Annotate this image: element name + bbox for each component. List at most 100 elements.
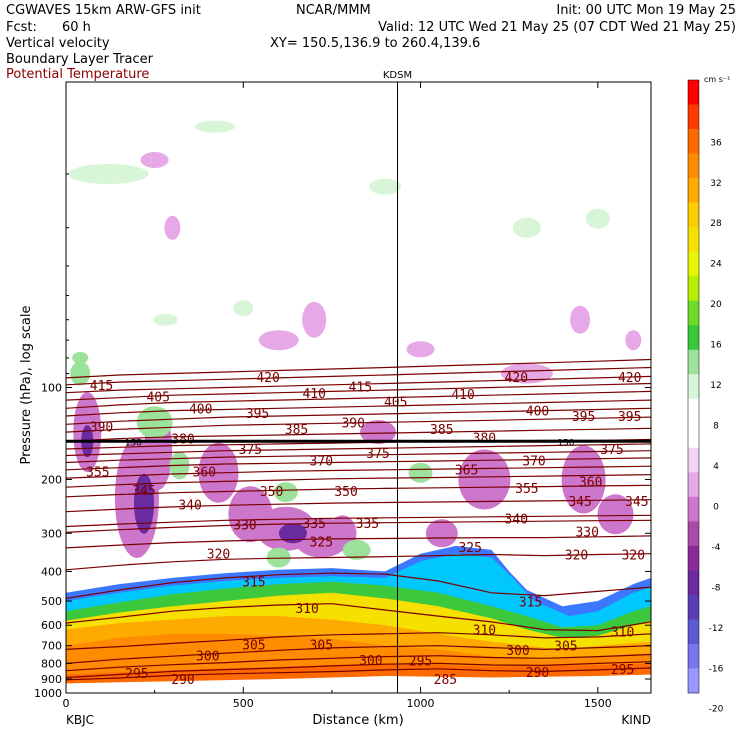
y-axis-label: Pressure (hPa), log scale xyxy=(19,306,34,465)
model-title: CGWAVES 15km ARW-GFS init xyxy=(6,3,201,18)
colorbar-swatch xyxy=(688,374,699,400)
end-station-label: KIND xyxy=(621,713,651,727)
y-tick-label: 500 xyxy=(41,595,62,608)
colorbar: 36 32 28 24 20 16 12 8 4 0 -4 -8 -12 -16 -20 xyxy=(687,79,724,715)
xy-label: XY= 150.5,136.9 to 260.4,139.6 xyxy=(270,36,480,51)
theta-label: 330 xyxy=(233,519,256,534)
y-tick-label: 200 xyxy=(41,473,62,486)
colorbar-swatch xyxy=(688,496,699,522)
theta-contour-395 xyxy=(66,399,651,417)
colorbar-swatch xyxy=(688,668,699,694)
fcst-value: 60 h xyxy=(62,20,91,35)
theta-contour-315 xyxy=(66,572,651,599)
tropopause-line: 150 150 xyxy=(66,438,651,448)
stratospheric-wave-pink xyxy=(302,301,327,338)
theta-label: 305 xyxy=(554,640,577,655)
theta-contour-330 xyxy=(66,519,651,533)
x-tick-label: 1500 xyxy=(584,697,612,710)
colorbar-swatch xyxy=(688,521,699,547)
updraft-green-blob xyxy=(136,406,173,439)
stratospheric-wave-pink xyxy=(500,363,553,384)
start-station-label: KBJC xyxy=(66,713,94,727)
stratospheric-wave-pink xyxy=(625,330,642,351)
theta-label: 290 xyxy=(526,666,549,681)
updraft-green-blob xyxy=(70,361,91,386)
stratospheric-wave-pink xyxy=(570,305,591,334)
updraft-purple-blob xyxy=(597,494,634,535)
theta-label: 330 xyxy=(575,525,598,540)
theta-contour-350 xyxy=(66,474,651,488)
stratospheric-wave-green xyxy=(194,120,235,133)
theta-label: 325 xyxy=(310,536,333,551)
theta-contour-360 xyxy=(66,457,651,471)
updraft-purple-blob xyxy=(561,445,606,514)
theta-label: 405 xyxy=(146,391,169,406)
colorbar-label: -12 xyxy=(709,624,724,634)
updraft-purple-blob xyxy=(425,519,458,548)
org-label: NCAR/MMM xyxy=(296,3,371,18)
theta-label: 360 xyxy=(579,476,602,491)
theta-label: 390 xyxy=(90,420,113,435)
colorbar-swatch xyxy=(688,594,699,620)
theta-label: 375 xyxy=(600,443,623,458)
theta-label: 385 xyxy=(430,423,453,438)
theta-contour-420 xyxy=(66,358,651,379)
x-tick-label: 1000 xyxy=(407,697,435,710)
theta-label: 320 xyxy=(207,548,230,563)
theta-label: 320 xyxy=(622,549,645,564)
theta-label: 400 xyxy=(189,403,212,418)
colorbar-swatch xyxy=(688,398,699,424)
tropopause-label: 150 xyxy=(125,438,142,448)
colorbar-swatch xyxy=(688,129,699,154)
theta-contour-400 xyxy=(66,390,651,409)
colorbar-label: 12 xyxy=(710,381,721,391)
y-tick-label: 800 xyxy=(41,657,62,670)
theta-contour-365 xyxy=(66,450,651,464)
theta-label: 370 xyxy=(310,455,333,470)
theta-label: 385 xyxy=(285,423,308,438)
colorbar-swatch xyxy=(688,643,699,669)
theta-label: 350 xyxy=(260,485,283,500)
updraft-green-blob xyxy=(266,547,291,568)
theta-label: 345 xyxy=(132,484,155,499)
theta-label: 315 xyxy=(519,595,542,610)
colorbar-label: 8 xyxy=(713,422,719,432)
theta-label: 310 xyxy=(611,626,634,641)
theta-label: 295 xyxy=(125,667,148,682)
tropopause-label: 150 xyxy=(557,438,574,448)
stratospheric-wave-green xyxy=(68,164,149,184)
strong-downdraft-blob xyxy=(134,473,154,534)
theta-label: 380 xyxy=(473,432,496,447)
x-axis-label: Distance (km) xyxy=(312,713,403,728)
near-surface xyxy=(66,674,651,693)
theta-label: 375 xyxy=(366,447,389,462)
theta-contour-295 xyxy=(66,653,651,672)
stratospheric-wave-green xyxy=(153,313,178,326)
field-label-potential-temperature: Potential Temperature xyxy=(6,67,149,82)
colorbar-label: 16 xyxy=(710,341,722,351)
theta-label: 325 xyxy=(458,541,481,556)
stratospheric-wave-green xyxy=(512,217,541,238)
stratospheric-wave-pink xyxy=(140,152,169,168)
theta-label: 305 xyxy=(310,639,333,654)
theta-label: 420 xyxy=(505,371,528,386)
station-marker-label: KDSM xyxy=(383,70,412,81)
theta-label: 405 xyxy=(384,396,407,411)
valid-time: Valid: 12 UTC Wed 21 May 25 (07 CDT Wed … xyxy=(378,20,736,35)
theta-contour-370 xyxy=(66,443,651,457)
strong-downdraft-blob xyxy=(278,523,307,544)
theta-contour-405 xyxy=(66,382,651,401)
x-tick-label: 500 xyxy=(233,697,254,710)
updraft-green-blob xyxy=(408,462,433,483)
theta-contour-385 xyxy=(66,416,651,433)
stratospheric-wave-green xyxy=(369,178,402,195)
stratospheric-wave-pink xyxy=(258,330,299,351)
theta-label: 350 xyxy=(334,485,357,500)
colorbar-swatch xyxy=(688,80,699,105)
theta-label: 360 xyxy=(193,466,216,481)
theta-label: 415 xyxy=(349,381,372,396)
stratospheric-wave-pink xyxy=(164,215,181,240)
theta-contour-345 xyxy=(66,484,651,498)
y-tick-label: 400 xyxy=(41,565,62,578)
y-tick-label: 1000 xyxy=(34,687,62,700)
